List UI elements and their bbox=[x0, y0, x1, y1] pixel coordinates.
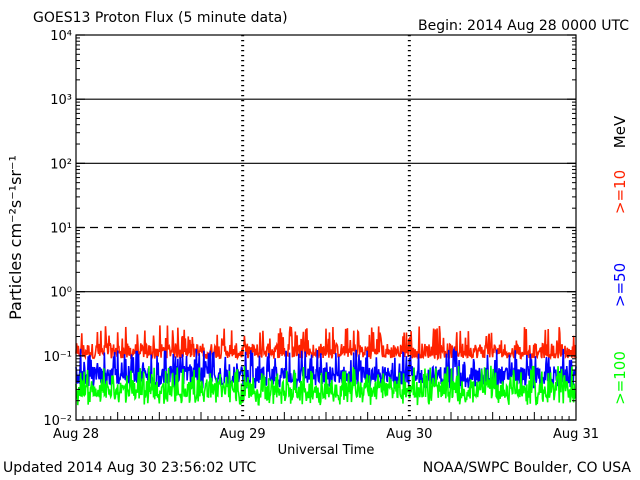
energy-unit-label: MeV bbox=[611, 115, 629, 148]
credit-label: NOAA/SWPC Boulder, CO USA bbox=[422, 460, 631, 476]
x-tick-label: Aug 31 bbox=[553, 427, 599, 442]
y-tick-label: 10¹ bbox=[50, 222, 72, 237]
x-tick-label: Aug 28 bbox=[53, 427, 99, 442]
legend-3: >=100 bbox=[611, 351, 629, 405]
y-tick-label: 10² bbox=[50, 157, 72, 172]
series-line-3 bbox=[75, 365, 577, 406]
legend-2: >=50 bbox=[611, 263, 629, 307]
chart-title: GOES13 Proton Flux (5 minute data) bbox=[33, 10, 288, 26]
legend-1: >=10 bbox=[611, 170, 629, 214]
y-tick-label: 10⁻² bbox=[43, 414, 72, 429]
x-tick-label: Aug 30 bbox=[386, 427, 432, 442]
begin-time-label: Begin: 2014 Aug 28 0000 UTC bbox=[418, 18, 629, 34]
y-tick-label: 10⁰ bbox=[50, 286, 72, 301]
x-axis-title: Universal Time bbox=[278, 443, 375, 458]
y-tick-label: 10⁻¹ bbox=[43, 350, 72, 365]
y-tick-label: 10⁴ bbox=[50, 29, 72, 44]
y-axis-title: Particles cm⁻²s⁻¹sr⁻¹ bbox=[6, 155, 25, 320]
x-tick-label: Aug 29 bbox=[220, 427, 266, 442]
y-tick-label: 10³ bbox=[50, 93, 72, 108]
updated-timestamp: Updated 2014 Aug 30 23:56:02 UTC bbox=[3, 460, 257, 476]
series-line-1 bbox=[75, 325, 577, 362]
